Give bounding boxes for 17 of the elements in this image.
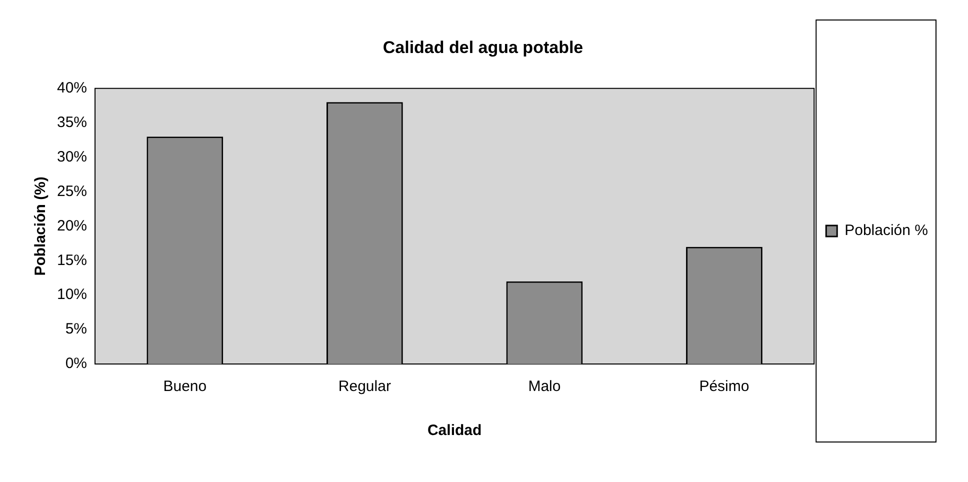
y-tick-label: 0% <box>65 355 88 372</box>
y-tick-label: 20% <box>56 217 88 234</box>
chart-title: Calidad del agua potable <box>382 38 584 57</box>
y-tick-label: 5% <box>65 320 88 338</box>
x-tick-label: Malo <box>528 378 561 396</box>
y-tick-label: 10% <box>56 286 88 304</box>
legend-label: Población % <box>844 222 928 240</box>
x-tick-label: Regular <box>338 378 391 396</box>
y-axis-title: Población (%) <box>32 176 50 276</box>
x-tick-label: Pésimo <box>699 378 750 396</box>
y-tick-label: 35% <box>56 114 88 131</box>
x-tick-label: Bueno <box>163 378 207 396</box>
y-tick-label: 30% <box>56 148 88 166</box>
x-axis-title: Calidad <box>427 422 482 440</box>
y-tick-label: 25% <box>56 182 88 200</box>
y-tick-label: 15% <box>56 252 88 269</box>
y-tick-label: 40% <box>56 80 88 97</box>
